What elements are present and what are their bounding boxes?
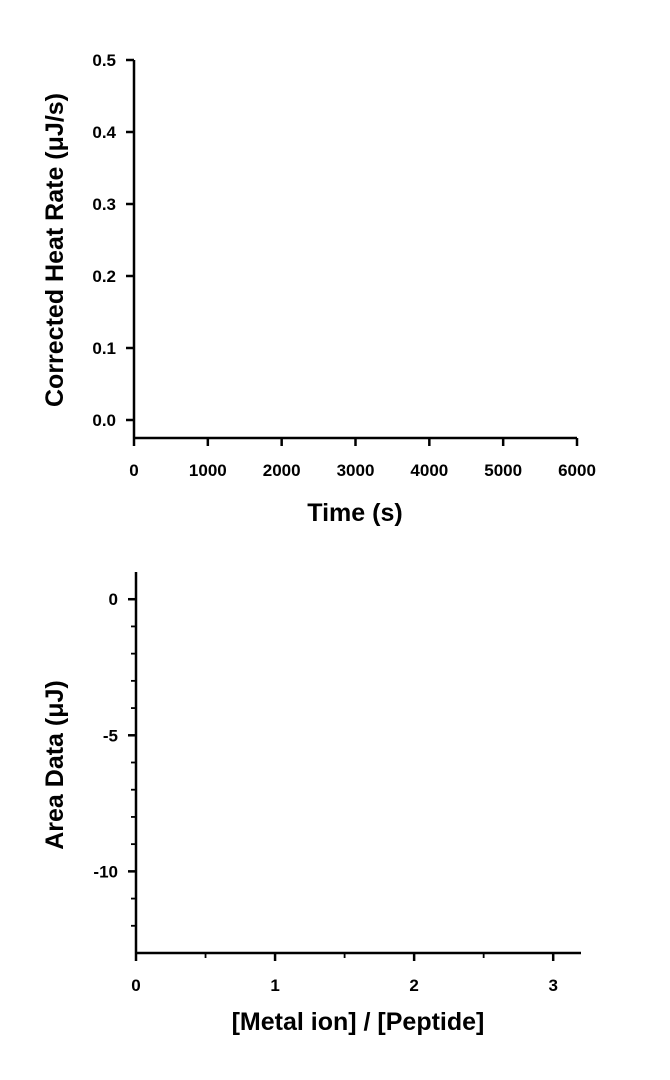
heat-rate-x-tick-label: 3000 (337, 461, 375, 480)
heat-rate-y-tick-label: 0.4 (92, 123, 116, 142)
area-data-x-tick-label: 3 (548, 976, 557, 995)
heat-rate-x-tick-label: 5000 (484, 461, 522, 480)
heat-rate-y-tick-label: 0.1 (92, 339, 116, 358)
heat-rate-y-tick-label: 0.0 (92, 411, 116, 430)
heat-rate-y-tick-label: 0.3 (92, 195, 116, 214)
heat-rate-x-tick-label: 6000 (558, 461, 596, 480)
heat-rate-plot-area: 0 1000 2000 3000 4000 5000 6000 0.0 0.1 0.2 0.3 0.4… (92, 51, 596, 480)
heat-rate-x-tick-label: 1000 (189, 461, 227, 480)
heat-rate-chart: 0 1000 2000 3000 4000 5000 6000 0.0 0.1 0.2 0.3 0.4… (41, 51, 596, 527)
area-data-y-tick-label: -5 (103, 726, 118, 745)
heat-rate-y-axis-title: Corrected Heat Rate (μJ/s) (41, 93, 69, 407)
heat-rate-y-tick-label: 0.5 (92, 51, 116, 70)
heat-rate-x-tick-label: 4000 (410, 461, 448, 480)
area-data-x-tick-label: 1 (270, 976, 279, 995)
area-data-y-tick-label: -10 (93, 862, 118, 881)
area-data-x-tick-label: 2 (409, 976, 418, 995)
heat-rate-x-tick-label: 2000 (263, 461, 301, 480)
heat-rate-x-tick-label: 0 (129, 461, 138, 480)
area-data-x-axis-title: [Metal ion] / [Peptide] (232, 1008, 485, 1036)
area-data-plot-area: 0 1 2 3 0 -5 -10 (93, 572, 581, 995)
area-data-y-axis-title: Area Data (μJ) (41, 680, 69, 850)
area-data-x-tick-label: 0 (131, 976, 140, 995)
area-data-chart: 0 1 2 3 0 -5 -10 [Metal ion] / [Peptide] Area … (41, 572, 581, 1036)
heat-rate-y-tick-label: 0.2 (92, 267, 116, 286)
heat-rate-x-axis-title: Time (s) (307, 499, 402, 527)
area-data-y-tick-label: 0 (109, 590, 118, 609)
